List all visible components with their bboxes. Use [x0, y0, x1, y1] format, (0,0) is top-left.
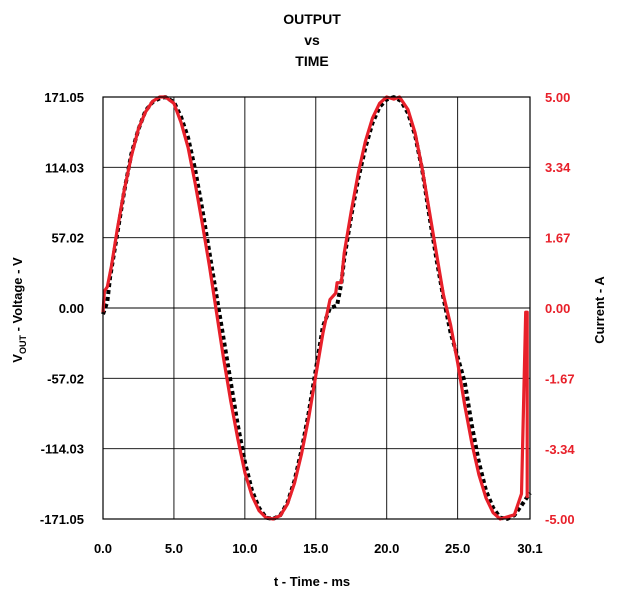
y-left-label-main: V	[10, 354, 25, 363]
x-tick-labels: 0.0 5.0 10.0 15.0 20.0 25.0 30.1	[94, 541, 543, 556]
x-tick-label: 20.0	[374, 541, 399, 556]
y-left-tick-label: 0.00	[59, 301, 84, 316]
y-left-tick-labels: 171.05 114.03 57.02 0.00 -57.02 -114.03 -171.0…	[40, 90, 84, 527]
title-line: vs	[304, 32, 320, 48]
x-tick-label: 0.0	[94, 541, 112, 556]
y-left-label-rest: - Voltage - V	[10, 257, 25, 335]
y-right-tick-label: 3.34	[545, 160, 571, 175]
grid	[102, 96, 531, 520]
x-tick-label: 30.1	[517, 541, 542, 556]
plot-frame	[102, 96, 531, 520]
y-right-tick-labels: 5.00 3.34 1.67 0.00 -1.67 -3.34 -5.00	[545, 90, 575, 527]
y-left-tick-label: 57.02	[51, 231, 84, 246]
y-right-tick-label: 0.00	[545, 301, 570, 316]
x-tick-label: 25.0	[445, 541, 470, 556]
x-tick-label: 5.0	[165, 541, 183, 556]
y-left-tick-label: -114.03	[41, 442, 84, 457]
y-left-tick-label: 171.05	[44, 90, 84, 105]
y-right-tick-label: -3.34	[545, 442, 575, 457]
y-right-tick-label: -1.67	[545, 371, 575, 386]
title-line: TIME	[295, 53, 328, 69]
y-right-tick-label: 1.67	[545, 231, 570, 246]
y-right-axis-label: Current - A	[592, 276, 607, 344]
y-left-tick-label: -57.02	[47, 371, 84, 386]
title-line: OUTPUT	[283, 11, 341, 27]
y-left-axis-label: VOUT - Voltage - V	[10, 257, 28, 363]
y-left-tick-label: 114.03	[45, 160, 84, 175]
x-tick-label: 10.0	[232, 541, 257, 556]
x-axis-label: t - Time - ms	[274, 574, 350, 589]
x-tick-label: 15.0	[303, 541, 328, 556]
y-left-tick-label: -171.05	[40, 512, 84, 527]
y-right-tick-label: -5.00	[545, 512, 575, 527]
y-left-label-sub: OUT	[18, 335, 28, 355]
y-right-tick-label: 5.00	[545, 90, 570, 105]
chart-title: OUTPUT vs TIME	[283, 11, 341, 69]
